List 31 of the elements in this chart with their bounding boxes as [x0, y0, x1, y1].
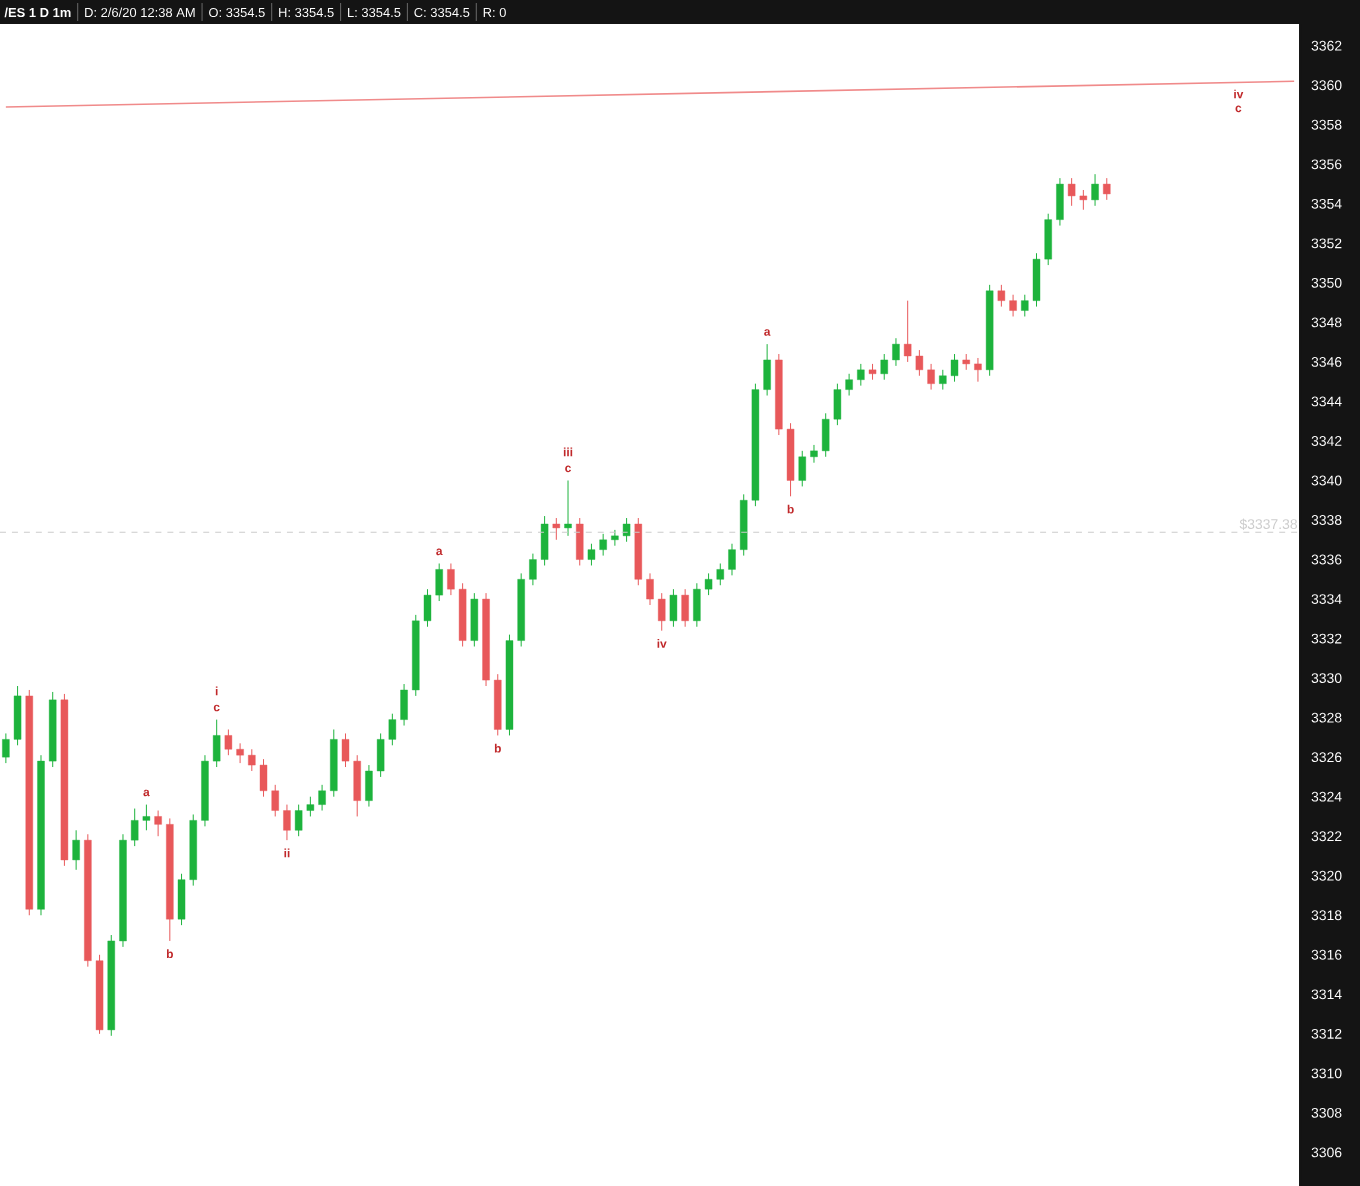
- candlestick: [130, 808, 139, 847]
- candlestick: [576, 517, 584, 566]
- candlestick: [1044, 213, 1052, 266]
- candlestick: [13, 685, 22, 746]
- candlestick: [212, 719, 221, 768]
- candlestick: [728, 543, 736, 576]
- candlestick: [974, 357, 982, 383]
- candlestick: [1056, 177, 1064, 227]
- candlestick: [564, 479, 572, 537]
- candlestick: [1103, 177, 1111, 201]
- candlestick: [798, 450, 806, 487]
- candlestick: [142, 804, 151, 831]
- candlestick: [704, 572, 713, 596]
- candlestick: [283, 804, 291, 841]
- candlestick: [892, 337, 900, 367]
- candlestick: [857, 363, 865, 387]
- candlestick: [716, 562, 724, 586]
- candlestick: [681, 588, 689, 628]
- candlestick: [154, 810, 162, 837]
- candlestick: [72, 829, 80, 871]
- candlestick: [1091, 173, 1099, 207]
- candlestick: [2, 732, 10, 764]
- candlestick: [880, 353, 888, 381]
- candlestick: [470, 592, 479, 647]
- candlestick: [810, 444, 818, 464]
- candlestick: [669, 588, 678, 628]
- candlestick: [658, 592, 666, 632]
- candlestick: [693, 582, 701, 628]
- candlestick: [646, 572, 654, 606]
- candlestick: [552, 517, 561, 541]
- candlestick: [821, 412, 830, 458]
